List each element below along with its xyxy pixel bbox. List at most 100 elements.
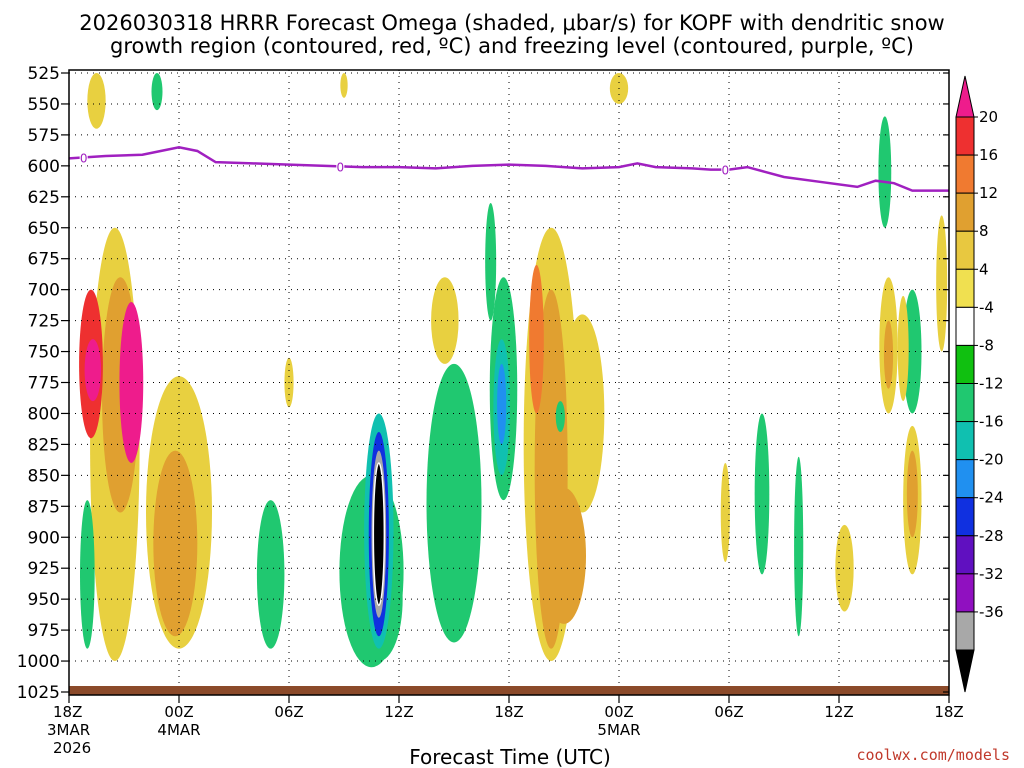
omega-region-25 <box>529 264 544 414</box>
freezing-label-bg-1 <box>336 159 345 174</box>
omega-region-39 <box>883 320 894 389</box>
omega-region-29 <box>485 202 497 321</box>
omega-region-7 <box>87 73 106 129</box>
omega-region-6 <box>153 450 198 637</box>
omega-region-44 <box>340 73 348 98</box>
freezing-level-label-2: 0 <box>722 164 730 178</box>
colorbar-seg-0 <box>955 116 975 156</box>
x-tick-label-7: 12Z <box>824 703 853 721</box>
y-tick-label-675: 675 <box>28 250 60 270</box>
x-tick-label-4: 18Z <box>494 703 523 721</box>
freezing-level-line <box>68 146 949 192</box>
colorbar-label-4: 4 <box>979 260 989 278</box>
x-tick-label-6: 06Z <box>714 703 743 721</box>
chart-title-line-2: growth region (contoured, red, ºC) and f… <box>110 34 914 58</box>
omega-region-27 <box>431 277 459 364</box>
y-tick-label-575: 575 <box>28 126 60 146</box>
y-tick-label-850: 850 <box>28 466 60 486</box>
colorbar-seg-4 <box>955 268 975 308</box>
terrain-strip <box>69 686 949 695</box>
colorbar-seg-2 <box>955 192 975 232</box>
omega-region-34 <box>835 524 854 612</box>
y-axis-ticks: 525 550 575 600 625 650 675 700 725 750 775 800 825 8… <box>17 64 949 703</box>
colorbar-top-triangle <box>955 75 975 118</box>
colorbar-label-16: 16 <box>979 146 998 164</box>
omega-region-4 <box>84 339 102 402</box>
omega-region-9 <box>151 73 163 111</box>
x-tick-label-5: 00Z <box>604 703 633 721</box>
y-tick-label-825: 825 <box>28 435 60 455</box>
omega-region-37 <box>897 295 909 402</box>
colorbar: 20 16 12 8 4 -4 -8 -12 -16 -20 -24 -28 -32 -36 <box>955 75 1004 693</box>
x-tick-label-0: 18Z <box>53 703 82 721</box>
x-tick-date-5: 5MAR <box>597 721 640 739</box>
colorbar-label-20: 20 <box>979 108 998 126</box>
x-tick-year-0: 2026 <box>53 739 91 757</box>
y-tick-label-700: 700 <box>28 281 60 301</box>
colorbar-seg-1 <box>955 154 975 194</box>
y-tick-label-550: 550 <box>28 95 60 115</box>
y-tick-label-900: 900 <box>28 528 60 548</box>
colorbar-seg-13 <box>955 611 975 651</box>
colorbar-seg-8 <box>955 421 975 461</box>
x-axis-label: Forecast Time (UTC) <box>409 745 611 768</box>
colorbar-seg-3 <box>955 230 975 270</box>
colorbar-label--24: -24 <box>979 489 1004 507</box>
y-tick-label-525: 525 <box>28 64 60 84</box>
colorbar-label--12: -12 <box>979 375 1004 393</box>
omega-region-23 <box>560 314 605 513</box>
colorbar-seg-7 <box>955 383 975 423</box>
colorbar-label--32: -32 <box>979 565 1004 583</box>
y-tick-label-875: 875 <box>28 497 60 517</box>
colorbar-seg-12 <box>955 573 975 613</box>
y-tick-label-625: 625 <box>28 188 60 208</box>
x-tick-date-0: 3MAR <box>47 721 90 739</box>
x-tick-label-3: 12Z <box>384 703 413 721</box>
y-tick-label-800: 800 <box>28 404 60 424</box>
chart-title-line-1: 2026030318 HRRR Forecast Omega (shaded, … <box>79 11 944 35</box>
y-tick-label-725: 725 <box>28 312 60 332</box>
freezing-level-contour: 0 0 0 <box>68 146 949 192</box>
colorbar-seg-10 <box>955 497 975 537</box>
colorbar-seg-6 <box>955 344 975 384</box>
x-tick-label-2: 06Z <box>274 703 303 721</box>
omega-shading <box>79 73 948 668</box>
omega-region-28 <box>555 401 565 433</box>
omega-region-42 <box>878 116 892 228</box>
colorbar-label--4: -4 <box>979 298 994 316</box>
omega-region-35 <box>936 215 948 352</box>
freezing-label-bg-2 <box>721 162 730 177</box>
colorbar-label--16: -16 <box>979 413 1004 431</box>
y-tick-label-950: 950 <box>28 590 60 610</box>
x-tick-label-1: 00Z <box>164 703 193 721</box>
y-tick-label-1025: 1025 <box>17 683 60 703</box>
plot-area: 0 0 0 <box>68 69 950 696</box>
colorbar-label--36: -36 <box>979 603 1004 621</box>
omega-region-32 <box>720 462 730 563</box>
freezing-level-label-0: 0 <box>80 151 88 165</box>
freezing-label-bg-0 <box>79 150 88 165</box>
omega-region-18 <box>433 425 475 637</box>
y-tick-label-750: 750 <box>28 343 60 363</box>
freezing-level-label-1: 0 <box>337 160 345 174</box>
omega-region-41 <box>906 450 918 538</box>
colorbar-label--28: -28 <box>979 527 1004 545</box>
omega-region-3 <box>119 302 144 463</box>
colorbar-seg-9 <box>955 459 975 499</box>
y-tick-label-650: 650 <box>28 219 60 239</box>
x-tick-label-8: 18Z <box>934 703 963 721</box>
colorbar-bottom-triangle <box>955 649 975 693</box>
y-tick-label-600: 600 <box>28 157 60 177</box>
omega-region-21 <box>497 363 507 445</box>
y-tick-label-925: 925 <box>28 559 60 579</box>
colorbar-seg-5 <box>955 306 975 346</box>
omega-region-26 <box>542 487 586 624</box>
colorbar-label--20: -20 <box>979 451 1004 469</box>
y-tick-label-775: 775 <box>28 374 60 394</box>
omega-region-8 <box>80 500 95 649</box>
omega-region-31 <box>754 413 770 575</box>
omega-region-16 <box>372 462 386 607</box>
colorbar-seg-11 <box>955 535 975 575</box>
